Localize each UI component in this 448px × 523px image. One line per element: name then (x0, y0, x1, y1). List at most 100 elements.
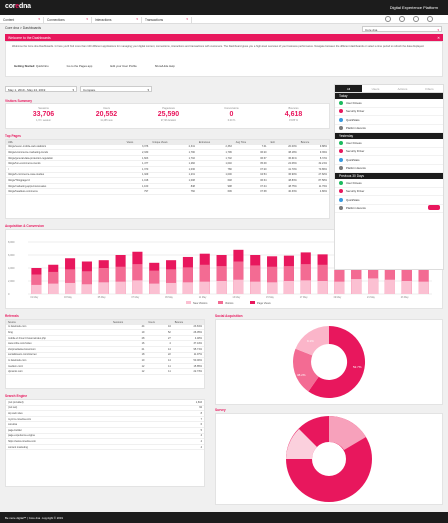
bar-visitors[interactable] (132, 264, 143, 294)
table-row[interactable]: /blogs/general-data-protection-regulatio… (6, 155, 329, 162)
bar-visitors[interactable] (384, 261, 395, 295)
table-row[interactable]: /blogs/fun-ecommerce-trends 1,477 1,282 1,0… (6, 160, 329, 167)
bar-visitors[interactable] (182, 267, 193, 294)
bar-visitors[interactable] (401, 264, 412, 294)
bar-visitors[interactable] (98, 268, 109, 294)
bar-new-visitors[interactable] (31, 284, 42, 294)
table-row[interactable]: mycms.coredna.com 7 (6, 416, 204, 423)
column-header[interactable]: Source (6, 320, 111, 325)
bar-visitors[interactable] (48, 271, 59, 294)
column-header[interactable]: Exit (268, 140, 299, 145)
bar-new-visitors[interactable] (199, 281, 210, 294)
bar-visitors[interactable] (233, 261, 244, 295)
tab-users[interactable]: Users (371, 87, 380, 91)
bar-new-visitors[interactable] (317, 281, 328, 294)
bar-new-visitors[interactable] (65, 282, 76, 294)
bar-visitors[interactable] (418, 265, 429, 294)
bar-new-visitors[interactable] (351, 279, 362, 294)
activity-item[interactable]: QuickStats (335, 116, 443, 125)
bar-new-visitors[interactable] (166, 282, 177, 294)
help-icon[interactable] (427, 16, 433, 22)
table-row[interactable]: (not provided) 1,616 (6, 400, 204, 406)
bar-new-visitors[interactable] (182, 282, 193, 294)
table-row[interactable]: /blogs/ecommerce-marketing-trends 2,330 1,… (6, 149, 329, 156)
column-header[interactable]: URL (6, 140, 125, 145)
bar-new-visitors[interactable] (334, 281, 345, 294)
table-row[interactable]: /blogs/seven-mobile-web-statistics 3,376 2… (6, 144, 329, 151)
table-row[interactable]: mobile.vt.hmuc.h/sourceindex.php 28 27 4.48… (6, 335, 204, 342)
column-header[interactable]: Users (146, 320, 173, 325)
table-row[interactable]: (not set) 92 (6, 405, 204, 412)
bar-visitors[interactable] (283, 266, 294, 294)
table-row[interactable]: content marketing 4 (6, 444, 204, 451)
bar-new-visitors[interactable] (98, 282, 109, 294)
user-profile-link[interactable]: Edit your User Profile (110, 64, 137, 68)
tab-all[interactable]: All (335, 85, 362, 92)
table-row[interactable]: https://www.coredna.com 4 (6, 438, 204, 445)
table-row[interactable]: m.facebook.com 44 44 23.81% (6, 324, 204, 331)
settings-icon[interactable] (399, 16, 405, 22)
bar-new-visitors[interactable] (115, 281, 126, 294)
bar-visitors[interactable] (368, 258, 379, 294)
date-range-select[interactable]: May 1, 2019 - May 24, 2019 ▾ (5, 86, 77, 92)
quickintro-link[interactable]: QuickIntro (35, 64, 49, 68)
bar-new-visitors[interactable] (368, 278, 379, 294)
table-row[interactable]: /blogs/b-commerce-case-studies 1,329 1,231… (6, 172, 329, 179)
tab-filters[interactable]: Filters (425, 87, 434, 91)
table-row[interactable]: bing 19 52 26.05% (6, 329, 204, 336)
activity-item[interactable]: Security Driver (335, 148, 443, 156)
show-hide-help-link[interactable]: Show/Hide Help (154, 64, 175, 68)
table-row[interactable]: socialstream.com/internet 18 22 11.97% (6, 352, 204, 359)
activity-item[interactable]: QuickStats (335, 196, 443, 205)
table-row[interactable]: medium.com/12 11 15.85% (6, 363, 204, 370)
table-row[interactable]: /blogs/headless-commerce 797 760 606 07:38 40… (6, 188, 329, 195)
table-row[interactable]: /blogs/?blogpage=2 1,018 1,008 648 06:34 48.8… (6, 177, 329, 184)
bar-visitors[interactable] (115, 266, 126, 294)
column-header[interactable]: Bounce (172, 320, 204, 325)
column-header[interactable]: Entrances (196, 140, 234, 145)
bar-visitors[interactable] (216, 266, 227, 294)
bar-visitors[interactable] (81, 271, 92, 294)
bar-new-visitors[interactable] (401, 281, 412, 294)
nav-interactions[interactable]: Interactions ▾ (92, 16, 142, 23)
activity-item[interactable]: Security Driver (335, 108, 443, 116)
bar-new-visitors[interactable] (81, 284, 92, 294)
feedback-button[interactable] (428, 205, 440, 210)
nav-content[interactable]: Content ▾ (0, 16, 44, 23)
column-header[interactable]: Unique Views (150, 140, 197, 145)
bar-new-visitors[interactable] (48, 283, 59, 294)
activity-item[interactable]: User Fitness (335, 99, 443, 108)
activity-item[interactable]: Platform Events (335, 205, 443, 213)
bar-new-visitors[interactable] (283, 281, 294, 294)
bar-new-visitors[interactable] (132, 280, 143, 294)
site-select[interactable]: Core dna ▾ (362, 26, 442, 32)
close-icon[interactable]: ✕ (437, 35, 440, 40)
apps-icon[interactable] (413, 16, 419, 22)
table-row[interactable]: m.facebook.com 10 14 50.00% (6, 357, 204, 364)
pages-app-link[interactable]: Go to the Pages app (66, 64, 93, 68)
bar-visitors[interactable] (149, 270, 160, 294)
column-header[interactable]: Sessions (110, 320, 147, 325)
bar-new-visitors[interactable] (384, 279, 395, 294)
bar-new-visitors[interactable] (216, 281, 227, 294)
bar-visitors[interactable] (166, 269, 177, 294)
bar-new-visitors[interactable] (418, 281, 429, 294)
column-header[interactable]: Avg Time (233, 140, 269, 145)
bar-new-visitors[interactable] (267, 282, 278, 294)
bar-visitors[interactable] (351, 260, 362, 294)
bar-new-visitors[interactable] (300, 280, 311, 294)
bar-new-visitors[interactable] (149, 283, 160, 294)
table-row[interactable]: dynamic.com 12 11 22.73% (6, 368, 204, 375)
activity-item[interactable]: User Fitness (335, 179, 443, 188)
column-header[interactable]: Bounce (298, 140, 329, 145)
bar-visitors[interactable] (250, 265, 261, 294)
table-row[interactable]: /1,370 1,036 780 07:20 41.70% 70.86% (6, 166, 329, 173)
activity-item[interactable]: Security Driver (335, 188, 443, 196)
table-row[interactable]: /blogs/marketing-apps-boost-sales 1,160 84… (6, 183, 329, 190)
bar-visitors[interactable] (317, 264, 328, 294)
bar-new-visitors[interactable] (250, 281, 261, 294)
column-header[interactable]: Views (124, 140, 151, 145)
table-row[interactable]: top web sites 8 (6, 410, 204, 417)
table-row[interactable]: shopmarketservices/com 21 14 95.71% (6, 346, 204, 353)
table-row[interactable]: page-experience-engine 4 (6, 433, 204, 440)
